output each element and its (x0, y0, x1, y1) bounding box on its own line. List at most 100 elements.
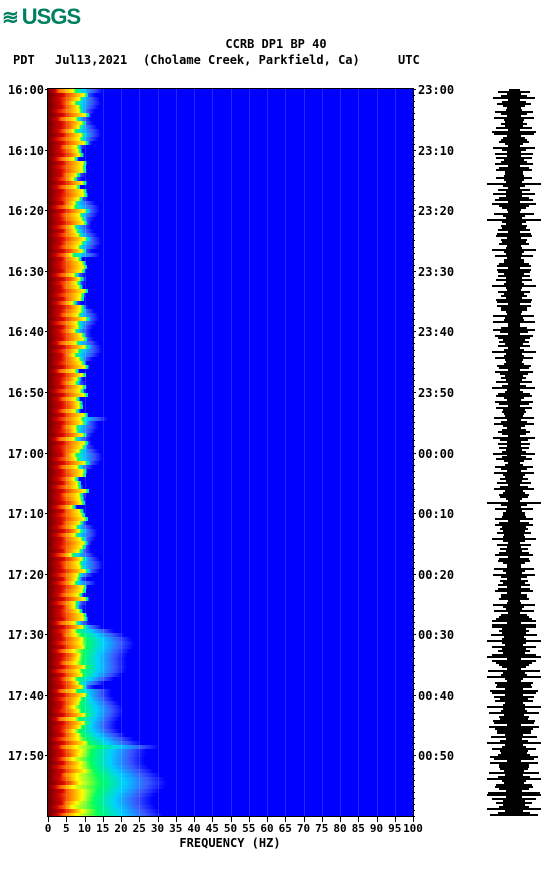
tick-right-minor (413, 622, 415, 623)
tick-right-minor (413, 374, 415, 375)
tick-right-minor (413, 713, 415, 714)
tick-right-minor (413, 798, 415, 799)
x-label: 90 (370, 822, 383, 835)
y-label-right: 23:00 (418, 83, 454, 97)
tick-right-minor (413, 537, 415, 538)
y-label-right: 00:00 (418, 447, 454, 461)
tick-right-minor (413, 125, 415, 126)
tick-right-minor (413, 640, 415, 641)
y-label-right: 00:30 (418, 628, 454, 642)
x-label: 35 (169, 822, 182, 835)
tick-right-minor (413, 180, 415, 181)
tick-left (45, 453, 48, 454)
tick-right-minor (413, 646, 415, 647)
y-label-left: 16:10 (8, 144, 44, 158)
header-location: (Cholame Creek, Parkfield, Ca) (143, 53, 360, 67)
x-label: 45 (206, 822, 219, 835)
tick-right-minor (413, 240, 415, 241)
tick-right-minor (413, 804, 415, 805)
tick-right-minor (413, 204, 415, 205)
x-label: 70 (297, 822, 310, 835)
tick-right-minor (413, 271, 415, 272)
tick-right-minor (413, 259, 415, 260)
x-label: 60 (260, 822, 273, 835)
tick-right-minor (413, 483, 415, 484)
tick-right-minor (413, 731, 415, 732)
tick-right-minor (413, 471, 415, 472)
tick-right-minor (413, 295, 415, 296)
y-label-right: 23:20 (418, 204, 454, 218)
tick-right-minor (413, 289, 415, 290)
tick-left (45, 695, 48, 696)
tick-right-minor (413, 440, 415, 441)
tick-right-minor (413, 283, 415, 284)
tick-right-minor (413, 416, 415, 417)
tick-left (45, 210, 48, 211)
x-label: 25 (133, 822, 146, 835)
tick-right-minor (413, 107, 415, 108)
tick-right-minor (413, 574, 415, 575)
y-label-left: 16:30 (8, 265, 44, 279)
tick-right-minor (413, 198, 415, 199)
tick-right-minor (413, 422, 415, 423)
tick-right-minor (413, 459, 415, 460)
y-label-right: 00:20 (418, 568, 454, 582)
tick-right-minor (413, 253, 415, 254)
x-label: 55 (242, 822, 255, 835)
tick-right-minor (413, 307, 415, 308)
tick-right-minor (413, 337, 415, 338)
tick-right-minor (413, 192, 415, 193)
tick-right-minor (413, 446, 415, 447)
tick-right-minor (413, 150, 415, 151)
tick-right-minor (413, 555, 415, 556)
header-date: Jul13,2021 (55, 53, 127, 67)
tick-right-minor (413, 313, 415, 314)
seismogram-trace (487, 89, 541, 816)
tick-right-minor (413, 689, 415, 690)
x-label: 15 (96, 822, 109, 835)
tick-right-minor (413, 216, 415, 217)
tick-right-minor (413, 592, 415, 593)
tick-right-minor (413, 610, 415, 611)
x-label: 100 (403, 822, 423, 835)
tick-right-minor (413, 368, 415, 369)
tick-right-minor (413, 410, 415, 411)
tick-right-minor (413, 277, 415, 278)
y-label-left: 16:40 (8, 325, 44, 339)
tick-right-minor (413, 543, 415, 544)
tick-right-minor (413, 507, 415, 508)
y-label-left: 16:20 (8, 204, 44, 218)
y-label-right: 23:50 (418, 386, 454, 400)
x-label: 0 (45, 822, 52, 835)
tick-right-minor (413, 780, 415, 781)
y-label-right: 23:40 (418, 325, 454, 339)
tick-left (45, 634, 48, 635)
x-label: 95 (388, 822, 401, 835)
tick-right-minor (413, 786, 415, 787)
tick-right-minor (413, 562, 415, 563)
y-label-right: 23:10 (418, 144, 454, 158)
tick-right-minor (413, 95, 415, 96)
tick-right-minor (413, 743, 415, 744)
y-label-left: 17:00 (8, 447, 44, 461)
tick-right-minor (413, 234, 415, 235)
tick-left (45, 392, 48, 393)
x-axis-title: FREQUENCY (HZ) (0, 836, 460, 850)
tick-right-minor (413, 356, 415, 357)
tick-right-minor (413, 168, 415, 169)
tick-right-minor (413, 162, 415, 163)
tick-right-minor (413, 137, 415, 138)
tick-right-minor (413, 495, 415, 496)
x-label: 85 (352, 822, 365, 835)
tick-right-minor (413, 325, 415, 326)
logo-text: USGS (22, 4, 80, 29)
tick-left (45, 513, 48, 514)
tick-right-minor (413, 386, 415, 387)
tick-right-minor (413, 768, 415, 769)
tick-right-minor (413, 489, 415, 490)
tick-right-minor (413, 519, 415, 520)
tick-right-minor (413, 531, 415, 532)
y-label-right: 23:30 (418, 265, 454, 279)
tick-right-minor (413, 428, 415, 429)
y-label-left: 16:50 (8, 386, 44, 400)
